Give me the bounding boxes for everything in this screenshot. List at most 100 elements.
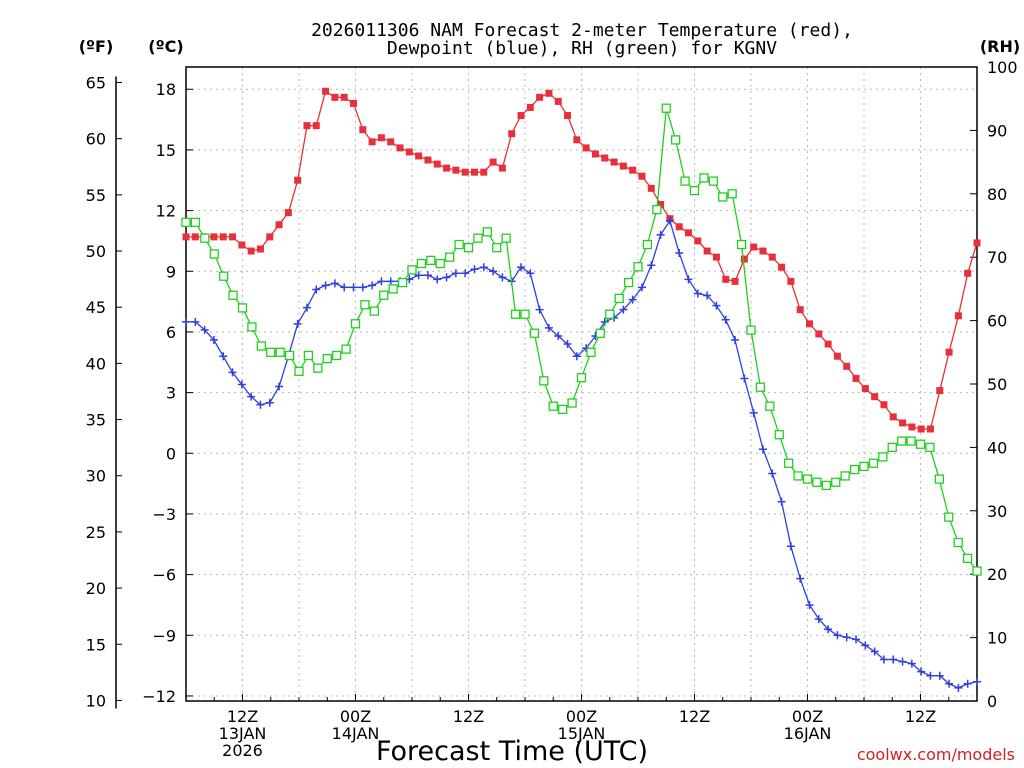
2-meter-temperature-point bbox=[545, 89, 553, 97]
rh-point bbox=[784, 458, 794, 468]
2-meter-temperature-point bbox=[405, 148, 413, 156]
dewpoint-point bbox=[200, 325, 209, 334]
rh-tick-label: 40 bbox=[987, 438, 1007, 457]
dewpoint-point bbox=[805, 600, 814, 609]
rh-tick-label: 0 bbox=[987, 692, 997, 711]
2-meter-temperature-point bbox=[899, 419, 907, 427]
fahrenheit-tick-label: 15 bbox=[86, 635, 106, 654]
rh-point bbox=[736, 239, 747, 250]
rh-point bbox=[746, 325, 756, 335]
dewpoint-point bbox=[535, 305, 544, 314]
rh-point bbox=[859, 461, 869, 472]
dewpoint-point bbox=[973, 677, 981, 686]
dewpoint-point bbox=[935, 671, 944, 680]
2-meter-temperature-point bbox=[815, 330, 823, 338]
dewpoint-point bbox=[842, 633, 851, 642]
rh-point bbox=[972, 566, 982, 576]
fahrenheit-tick-label: 65 bbox=[86, 74, 106, 93]
2-meter-temperature-point bbox=[908, 423, 916, 431]
rh-tick-label: 70 bbox=[987, 248, 1007, 267]
2-meter-temperature-point bbox=[722, 275, 730, 283]
fahrenheit-tick-label: 45 bbox=[86, 298, 106, 317]
rh-point bbox=[313, 363, 323, 373]
rh-point bbox=[473, 233, 483, 243]
rh-point bbox=[849, 464, 860, 475]
celsius-tick-label: 18 bbox=[156, 80, 176, 99]
2-meter-temperature-point bbox=[452, 166, 460, 174]
dewpoint-point bbox=[368, 281, 377, 290]
2-meter-temperature-point bbox=[247, 247, 255, 255]
rh-tick-label: 20 bbox=[987, 565, 1007, 584]
dewpoint-point bbox=[684, 275, 693, 284]
dewpoint-point bbox=[191, 317, 200, 326]
rh-point bbox=[718, 192, 728, 202]
dewpoint-point bbox=[796, 574, 805, 583]
rh-point bbox=[765, 401, 775, 411]
2-meter-temperature-point bbox=[647, 184, 655, 192]
2-meter-temperature-point bbox=[685, 229, 693, 237]
rh-point bbox=[605, 309, 615, 319]
rh-point bbox=[887, 442, 897, 453]
2-meter-temperature-point bbox=[619, 162, 627, 170]
2-meter-temperature-point bbox=[461, 168, 469, 176]
rh-point bbox=[426, 255, 436, 266]
rh-point bbox=[708, 176, 718, 186]
dewpoint-point bbox=[451, 269, 460, 278]
rh-point bbox=[661, 103, 671, 113]
2-meter-temperature-point bbox=[610, 158, 618, 166]
rh-point bbox=[953, 537, 963, 548]
rh-point bbox=[303, 350, 314, 361]
dewpoint-point bbox=[321, 281, 330, 290]
dewpoint-point bbox=[358, 283, 367, 292]
rh-point bbox=[275, 347, 285, 357]
rh-point bbox=[332, 350, 342, 361]
rh-point bbox=[209, 249, 219, 259]
rh-tick-label: 80 bbox=[987, 185, 1007, 204]
rh-point bbox=[237, 303, 248, 313]
2-meter-temperature-point bbox=[256, 245, 264, 253]
2-meter-temperature-point bbox=[675, 223, 683, 231]
dewpoint-point bbox=[861, 641, 870, 650]
rh-point bbox=[642, 239, 653, 250]
fahrenheit-tick-label: 60 bbox=[86, 130, 106, 149]
dewpoint-point bbox=[712, 301, 721, 310]
rh-tick-label: 100 bbox=[987, 58, 1018, 77]
dewpoint-point bbox=[572, 352, 581, 361]
rh-point bbox=[294, 366, 304, 376]
2-meter-temperature-point bbox=[359, 126, 367, 134]
x-tick-label: 2026 bbox=[222, 741, 263, 760]
rh-point bbox=[284, 350, 295, 361]
rh-point bbox=[247, 322, 257, 332]
2-meter-temperature-point bbox=[768, 253, 776, 261]
2-meter-temperature-point bbox=[443, 164, 451, 172]
2-meter-temperature-point bbox=[973, 239, 981, 247]
rh-point bbox=[906, 436, 916, 446]
dewpoint-point bbox=[731, 336, 740, 345]
dewpoint-point bbox=[619, 305, 628, 314]
celsius-tick-label: −12 bbox=[142, 687, 176, 706]
rh-point bbox=[962, 553, 973, 563]
2-meter-temperature-point bbox=[731, 277, 739, 285]
rh-point bbox=[463, 243, 474, 253]
dewpoint-point bbox=[219, 352, 228, 361]
2-meter-temperature-point bbox=[536, 93, 544, 101]
2-meter-temperature-point bbox=[750, 243, 758, 251]
2-meter-temperature-point bbox=[284, 209, 292, 217]
dewpoint-point bbox=[182, 317, 190, 326]
dewpoint-point bbox=[302, 303, 311, 312]
dewpoint-point bbox=[833, 631, 842, 640]
rh-point bbox=[689, 185, 700, 196]
dewpoint-point bbox=[721, 315, 730, 324]
2-meter-temperature-point bbox=[805, 320, 813, 328]
2-meter-temperature-point bbox=[387, 138, 395, 146]
2-meter-temperature-point bbox=[638, 172, 646, 180]
rh-point bbox=[576, 373, 587, 383]
x-tick-label: 12Z bbox=[227, 707, 258, 726]
dewpoint-point bbox=[275, 382, 284, 391]
rh-point bbox=[878, 452, 888, 462]
dewpoint-point bbox=[675, 249, 684, 258]
rh-point bbox=[529, 328, 540, 338]
dewpoint-point bbox=[917, 667, 926, 676]
2-meter-temperature-point bbox=[601, 154, 609, 162]
rh-point bbox=[369, 306, 379, 316]
